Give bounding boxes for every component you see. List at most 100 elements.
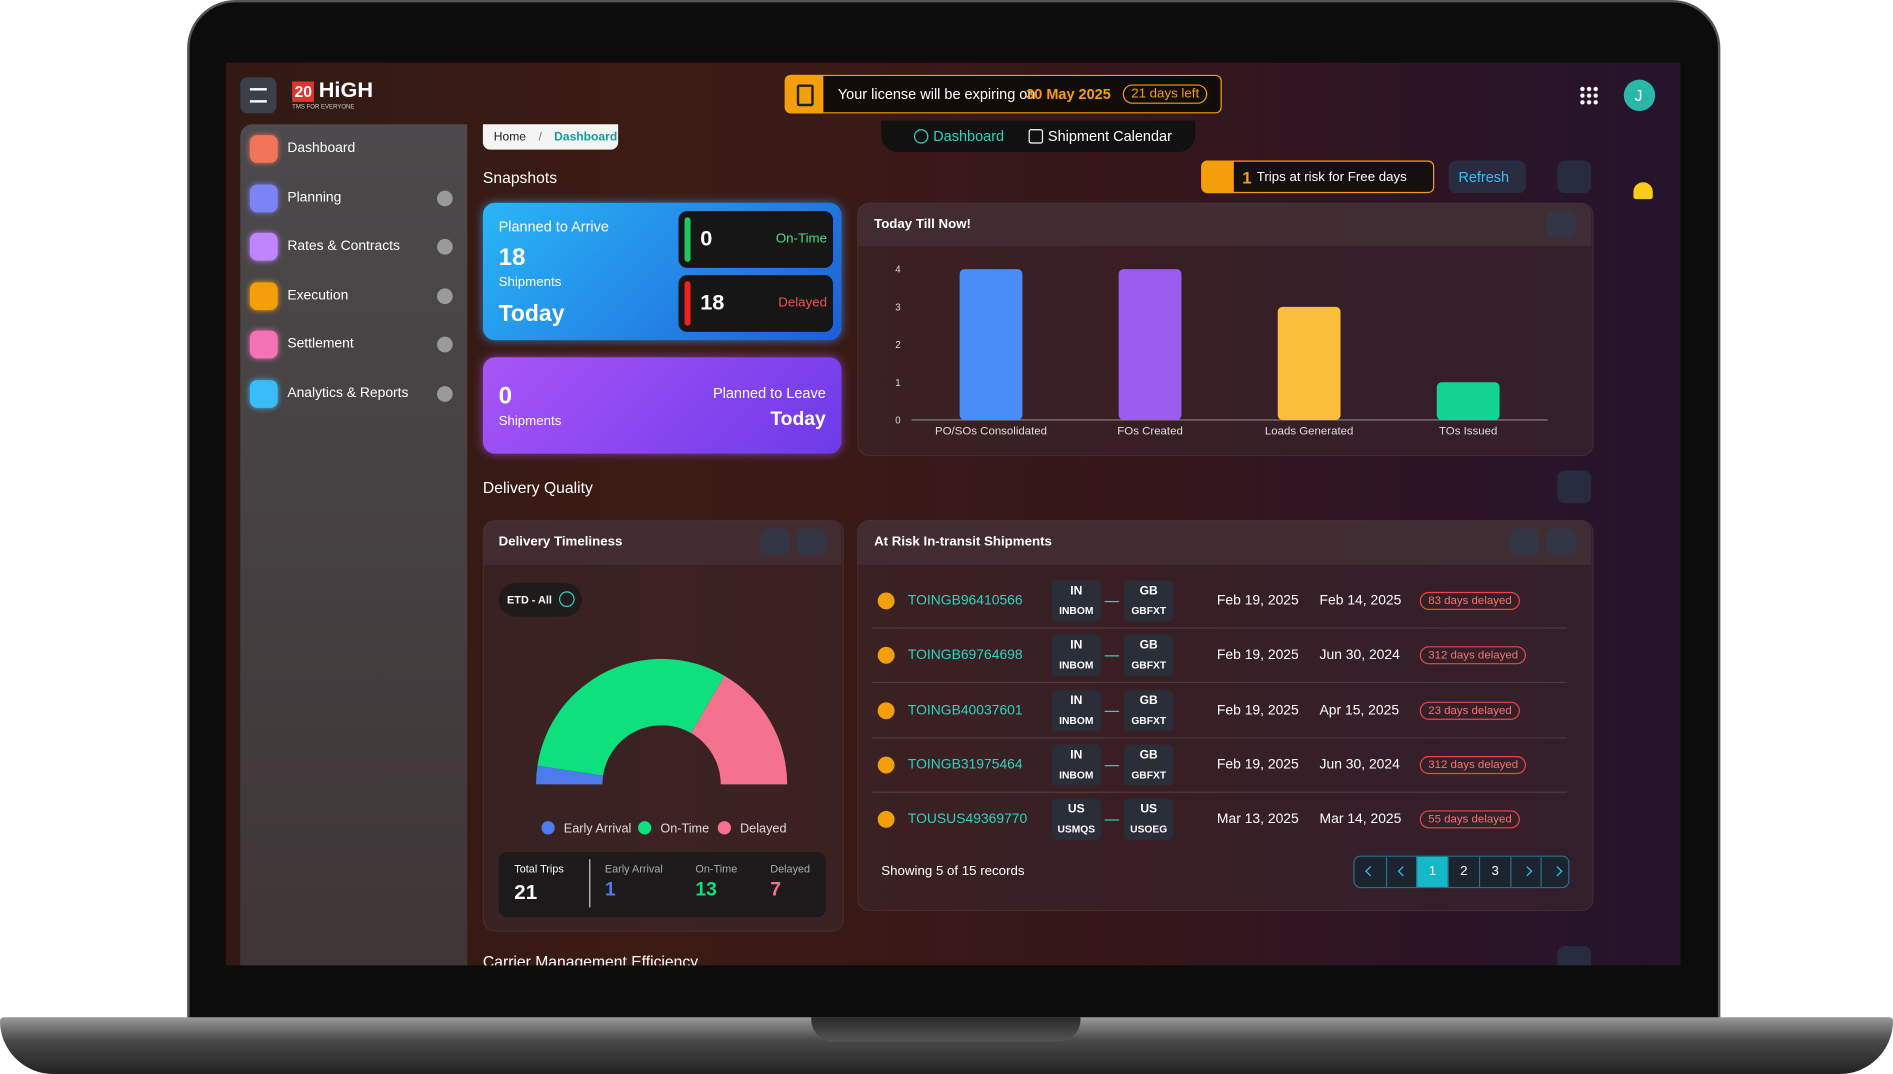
shipment-id[interactable]: TOINGB69764698: [907, 648, 1023, 663]
sidebar-icon: [249, 380, 278, 408]
download-button[interactable]: [1546, 211, 1576, 238]
ontime-count: 0: [700, 226, 713, 251]
section-title: Carrier Management Efficiency: [482, 952, 699, 966]
country-code: GB: [1139, 693, 1158, 708]
expand-chevron[interactable]: [437, 386, 453, 402]
sidebar-label: Dashboard: [287, 141, 356, 156]
sidebar-icon: [249, 331, 278, 359]
y-tick-label: 1: [895, 378, 900, 389]
nav-arrow: [1397, 866, 1408, 877]
panel-title: Today Till Now!: [874, 217, 971, 232]
breadcrumb-home[interactable]: Home: [493, 130, 526, 145]
expand-chevron[interactable]: [437, 288, 453, 304]
avatar[interactable]: [1623, 79, 1656, 112]
port-code: INBOM: [1059, 659, 1094, 672]
collapse-button[interactable]: [1557, 946, 1592, 966]
download-button[interactable]: [1510, 528, 1540, 556]
expand-chevron[interactable]: [437, 190, 453, 206]
sidebar-icon: [249, 135, 278, 163]
eta-date: Jun 30, 2024: [1319, 757, 1400, 773]
shipment-id[interactable]: TOINGB40037601: [907, 703, 1023, 718]
port-code: GBFXT: [1131, 768, 1167, 781]
settings-button[interactable]: [1557, 160, 1592, 194]
refresh-button[interactable]: [1448, 160, 1526, 194]
page-button[interactable]: 2: [1447, 856, 1479, 887]
sidebar-label: Execution: [287, 288, 349, 303]
refresh-label: Refresh: [1458, 168, 1510, 186]
stat-label: On-Time: [695, 862, 738, 875]
planned-date: Feb 19, 2025: [1216, 703, 1299, 718]
location-box: [1051, 689, 1102, 731]
y-tick-label: 3: [895, 302, 900, 313]
collapse-button[interactable]: [1557, 470, 1592, 504]
license-icon: [784, 74, 824, 114]
port-code: GBFXT: [1131, 713, 1167, 726]
country-code: GB: [1139, 584, 1158, 598]
status-dot: [877, 592, 895, 610]
apps-icon[interactable]: [1579, 85, 1599, 105]
location-box: [1123, 799, 1174, 841]
breadcrumb-current: Dashboard: [554, 130, 618, 145]
shipment-id[interactable]: TOUSUS49369770: [907, 812, 1028, 827]
logo-tagline: TMS FOR EVERYONE: [292, 103, 355, 112]
port-code: GBFXT: [1131, 659, 1167, 672]
legend-swatch: [638, 821, 652, 835]
country-code: IN: [1070, 584, 1083, 598]
location-box: [1123, 744, 1174, 786]
records-count: Showing 5 of 15 records: [881, 864, 1025, 879]
nav-button[interactable]: [1510, 856, 1540, 887]
delayed-box: [678, 275, 834, 332]
row-divider: [871, 627, 1568, 629]
ontime-box: [678, 211, 834, 268]
stat-label: Early Arrival: [604, 862, 663, 875]
country-code: GB: [1139, 748, 1158, 762]
download-button[interactable]: [760, 528, 790, 556]
bar: [1118, 269, 1182, 420]
expand-chevron[interactable]: [437, 337, 453, 353]
tab-dashboard[interactable]: Dashboard: [933, 127, 1005, 145]
nav-button[interactable]: [1385, 856, 1416, 887]
breadcrumb: [482, 124, 619, 150]
license-date: 30 May 2025: [1026, 85, 1111, 103]
notification-bell[interactable]: [1633, 182, 1653, 200]
stat-value: 7: [770, 879, 781, 901]
expand-chevron[interactable]: [437, 239, 453, 255]
risk-text: Trips at risk for Free days: [1256, 170, 1407, 185]
menu-button[interactable]: [240, 77, 277, 114]
tab-calendar[interactable]: Shipment Calendar: [1047, 127, 1172, 145]
legend-label: Early Arrival: [564, 822, 632, 836]
license-text: Your license will be expiring on: [837, 85, 1036, 103]
nav-button[interactable]: [1355, 857, 1386, 887]
shipment-id[interactable]: TOINGB31975464: [907, 757, 1023, 773]
panel-title: At Risk In-transit Shipments: [874, 534, 1052, 550]
location-box: [1051, 744, 1102, 786]
sidebar-icon: [249, 184, 278, 212]
port-code: INBOM: [1059, 604, 1094, 617]
port-code: INBOM: [1059, 768, 1094, 781]
sidebar-label: Settlement: [287, 337, 354, 352]
shipment-id[interactable]: TOINGB96410566: [907, 593, 1023, 609]
info-icon[interactable]: [558, 591, 575, 607]
page-button[interactable]: 1: [1416, 856, 1448, 887]
risk-button[interactable]: [1201, 160, 1435, 194]
eta-date: Apr 15, 2025: [1319, 703, 1400, 718]
leave-unit: Shipments: [498, 413, 562, 429]
sidebar: [240, 124, 468, 966]
port-code: GBFXT: [1131, 604, 1167, 617]
nav-button[interactable]: [1540, 856, 1570, 887]
location-box: [1123, 635, 1174, 677]
ontime-label: On-Time: [775, 231, 827, 247]
country-code: US: [1067, 803, 1085, 817]
country-code: GB: [1139, 639, 1158, 653]
bar: [1277, 306, 1341, 420]
risk-icon: [1201, 160, 1234, 194]
gauge-segment: [537, 658, 725, 776]
filter-button[interactable]: [1546, 528, 1576, 556]
location-box: [1051, 580, 1102, 622]
filter-button[interactable]: [796, 528, 826, 556]
x-tick-label: PO/SOs Consolidated: [935, 425, 1047, 437]
total-value: 21: [514, 880, 538, 904]
page-button[interactable]: 3: [1478, 856, 1510, 887]
legend-swatch: [717, 821, 732, 835]
panel-title: Delivery Timeliness: [498, 534, 623, 550]
